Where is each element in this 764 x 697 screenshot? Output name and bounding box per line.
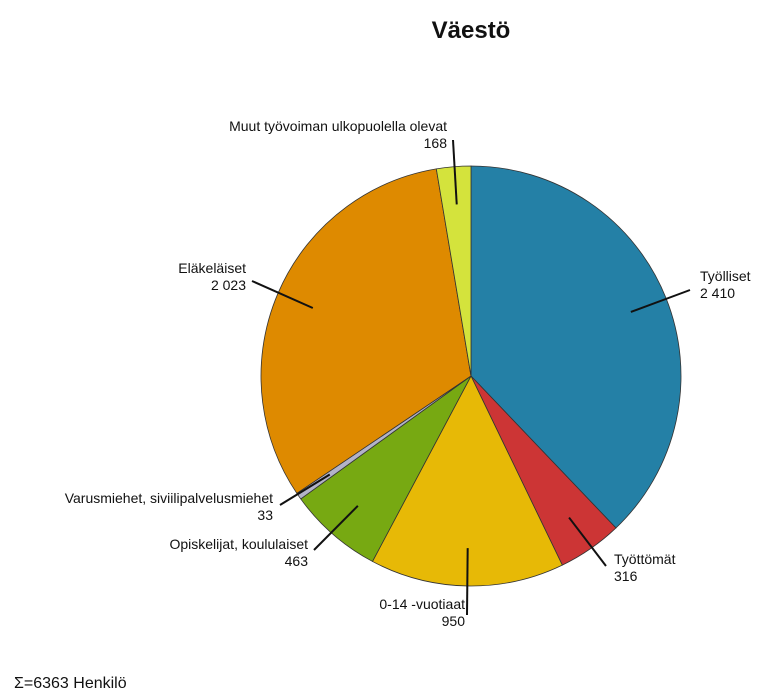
leader-line	[251, 280, 314, 309]
leader-line	[452, 139, 458, 205]
chart-title: Väestö	[432, 17, 511, 44]
slice-label: Varusmiehet, siviilipalvelusmiehet	[65, 490, 273, 506]
value-label: 2 023	[211, 277, 246, 293]
leader-line	[279, 473, 331, 506]
value-label: 463	[285, 553, 309, 569]
leader-line	[568, 516, 607, 567]
slice-label: 0-14 -vuotiaat	[379, 596, 465, 612]
value-label: 316	[614, 568, 638, 584]
slice-label: Opiskelijat, koululaiset	[169, 536, 308, 552]
leader-line	[466, 548, 469, 616]
leader-line	[313, 505, 359, 551]
slice-label: Muut työvoiman ulkopuolella olevat	[229, 118, 447, 134]
slice-label: Työlliset	[700, 268, 751, 284]
value-label: 2 410	[700, 285, 735, 301]
slice-label: Työttömät	[614, 551, 676, 567]
footnote: Σ=6363 Henkilö	[14, 675, 127, 692]
leader-line	[630, 289, 691, 313]
value-label: 33	[257, 507, 273, 523]
value-label: 168	[424, 135, 448, 151]
value-label: 950	[442, 613, 466, 629]
slice-label: Eläkeläiset	[178, 260, 246, 276]
